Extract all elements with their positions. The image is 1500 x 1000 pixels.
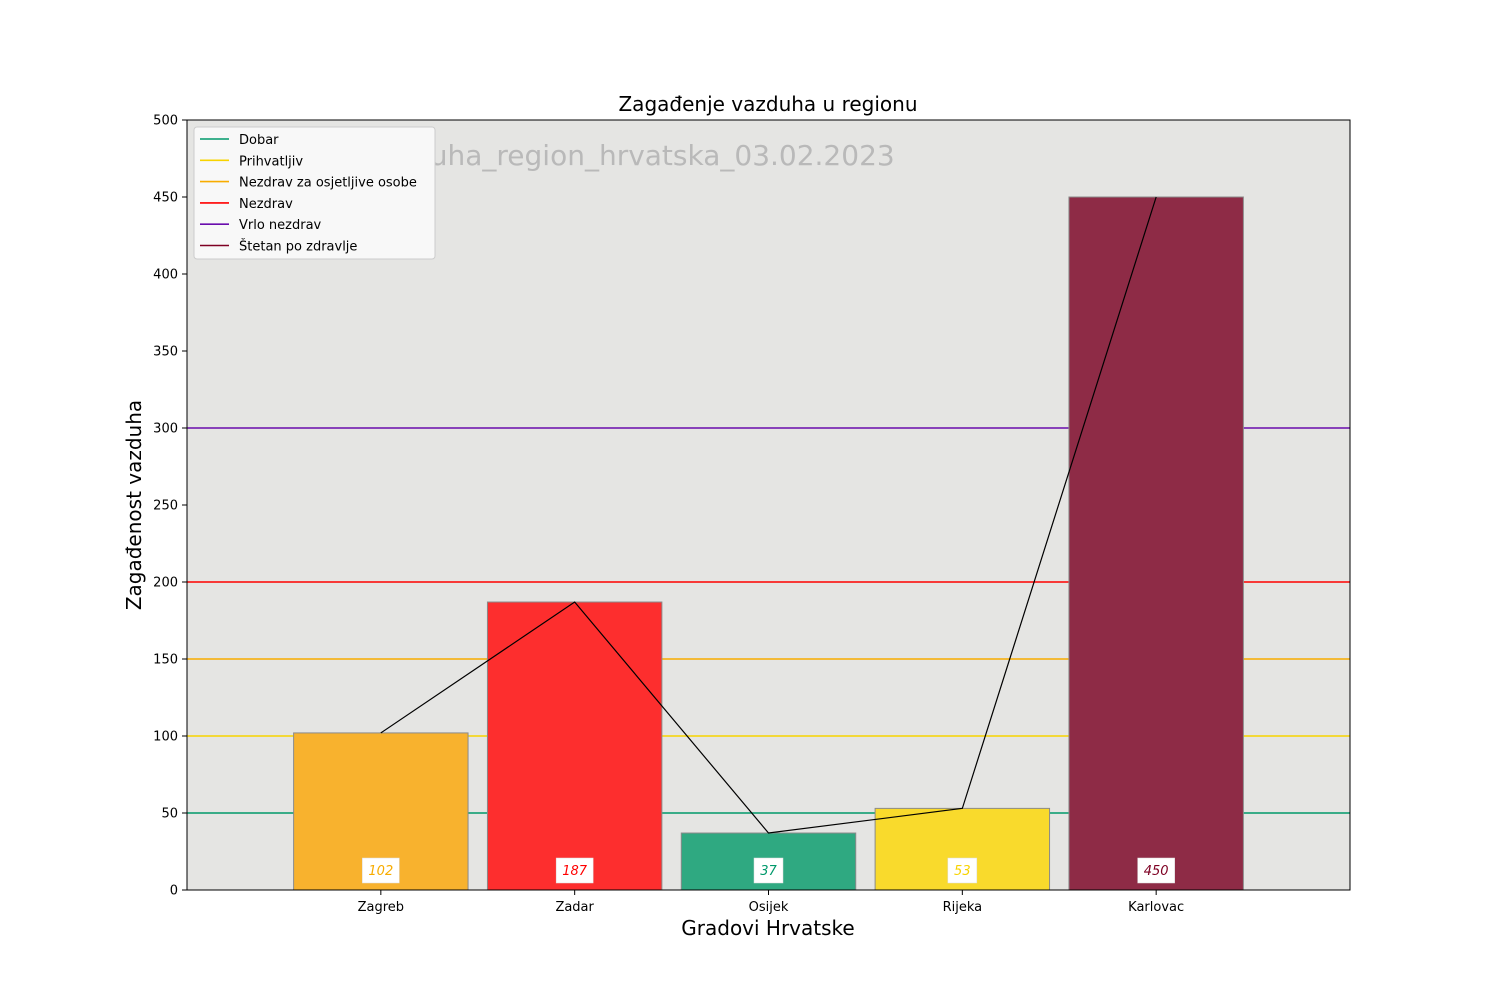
y-tick-label: 0 — [170, 884, 178, 899]
value-label: 102 — [368, 864, 393, 879]
y-tick-label: 100 — [153, 730, 178, 745]
bar — [486, 601, 663, 891]
value-label: 450 — [1144, 864, 1169, 879]
value-label-box — [1137, 857, 1175, 884]
legend-box — [193, 126, 436, 260]
value-label: 53 — [954, 864, 971, 879]
legend-label: Nezdrav — [239, 197, 293, 212]
legend-label: Dobar — [239, 133, 279, 148]
x-tick-label: Zagreb — [358, 900, 404, 915]
y-tick-label: 450 — [153, 191, 178, 206]
y-axis-label: Zagađenost vazduha — [122, 400, 146, 610]
y-tick-label: 350 — [153, 345, 178, 360]
value-label-box — [753, 857, 784, 884]
bar — [1068, 196, 1244, 891]
y-tick-label: 500 — [153, 114, 178, 129]
y-tick-label: 50 — [161, 807, 178, 822]
legend-label: Prihvatljiv — [239, 154, 303, 169]
value-label: 37 — [760, 864, 777, 879]
value-label-box — [947, 857, 978, 884]
x-tick-label: Rijeka — [943, 900, 983, 915]
y-tick-label: 400 — [153, 268, 178, 283]
legend: Dobar Prihvatljiv Nezdrav za osjetljive os… — [193, 126, 436, 260]
value-label: 187 — [562, 864, 588, 879]
value-label-box — [362, 857, 400, 884]
legend-label: Nezdrav za osjetljive osobe — [239, 176, 417, 191]
y-tick-label: 150 — [153, 653, 178, 668]
series-line — [380, 196, 1157, 834]
y-tick-label: 300 — [153, 422, 178, 437]
x-tick-label: Karlovac — [1128, 900, 1184, 915]
legend-label: Štetan po zdravlje — [239, 239, 357, 255]
x-tick-label: Osijek — [749, 900, 789, 915]
legend-label: Vrlo nezdrav — [239, 218, 322, 233]
value-label-box — [555, 857, 594, 884]
y-tick-label: 250 — [153, 499, 178, 514]
chart-title: Zagađenje vazduha u regionu — [618, 92, 917, 116]
x-axis-label: Gradovi Hrvatske — [681, 916, 854, 940]
y-tick-label: 200 — [153, 576, 178, 591]
x-tick-label: Zadar — [555, 900, 594, 915]
